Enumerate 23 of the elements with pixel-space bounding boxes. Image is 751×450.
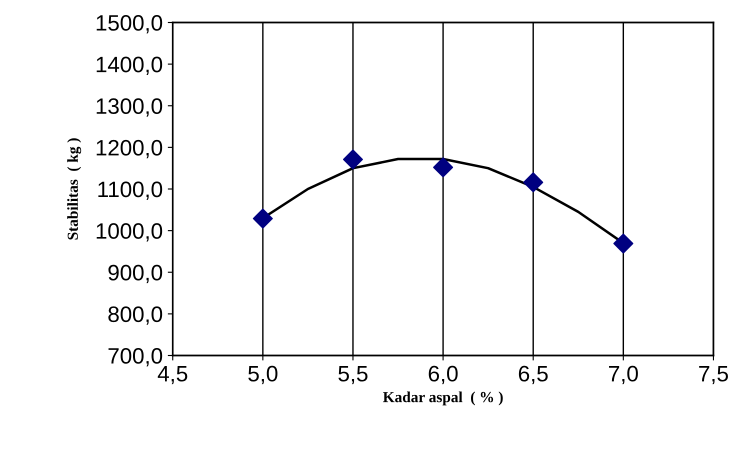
x-tick-label: 4,5 xyxy=(158,366,188,384)
point xyxy=(342,149,363,170)
y-tick-label: 800,0 xyxy=(108,306,162,325)
y-tick-label: 1400,0 xyxy=(96,56,162,76)
y-tick-label: 1300,0 xyxy=(96,98,162,117)
y-tick-label: 700,0 xyxy=(108,348,162,366)
x-tick-label: 6,0 xyxy=(428,366,458,384)
x-tick-label: 5,0 xyxy=(248,366,278,384)
y-tick-label: 1200,0 xyxy=(96,140,162,158)
x-tick-label: 7,5 xyxy=(699,366,728,384)
point xyxy=(523,172,544,192)
x-tick-label: 5,5 xyxy=(338,366,368,384)
x-tick-label: 6,5 xyxy=(518,366,548,384)
point xyxy=(613,234,634,254)
y-axis-title: Stabilitas ( kg ) xyxy=(67,138,82,240)
y-tick-label: 900,0 xyxy=(108,264,162,284)
x-tick-label: 7,0 xyxy=(609,366,638,384)
y-tick-label: 1500,0 xyxy=(96,15,162,34)
point xyxy=(433,157,454,178)
y-tick-label: 1100,0 xyxy=(98,182,162,200)
x-axis-title: Kadar aspal ( % ) xyxy=(383,391,503,406)
point xyxy=(252,208,273,229)
y-tick-label: 1000,0 xyxy=(96,223,162,242)
